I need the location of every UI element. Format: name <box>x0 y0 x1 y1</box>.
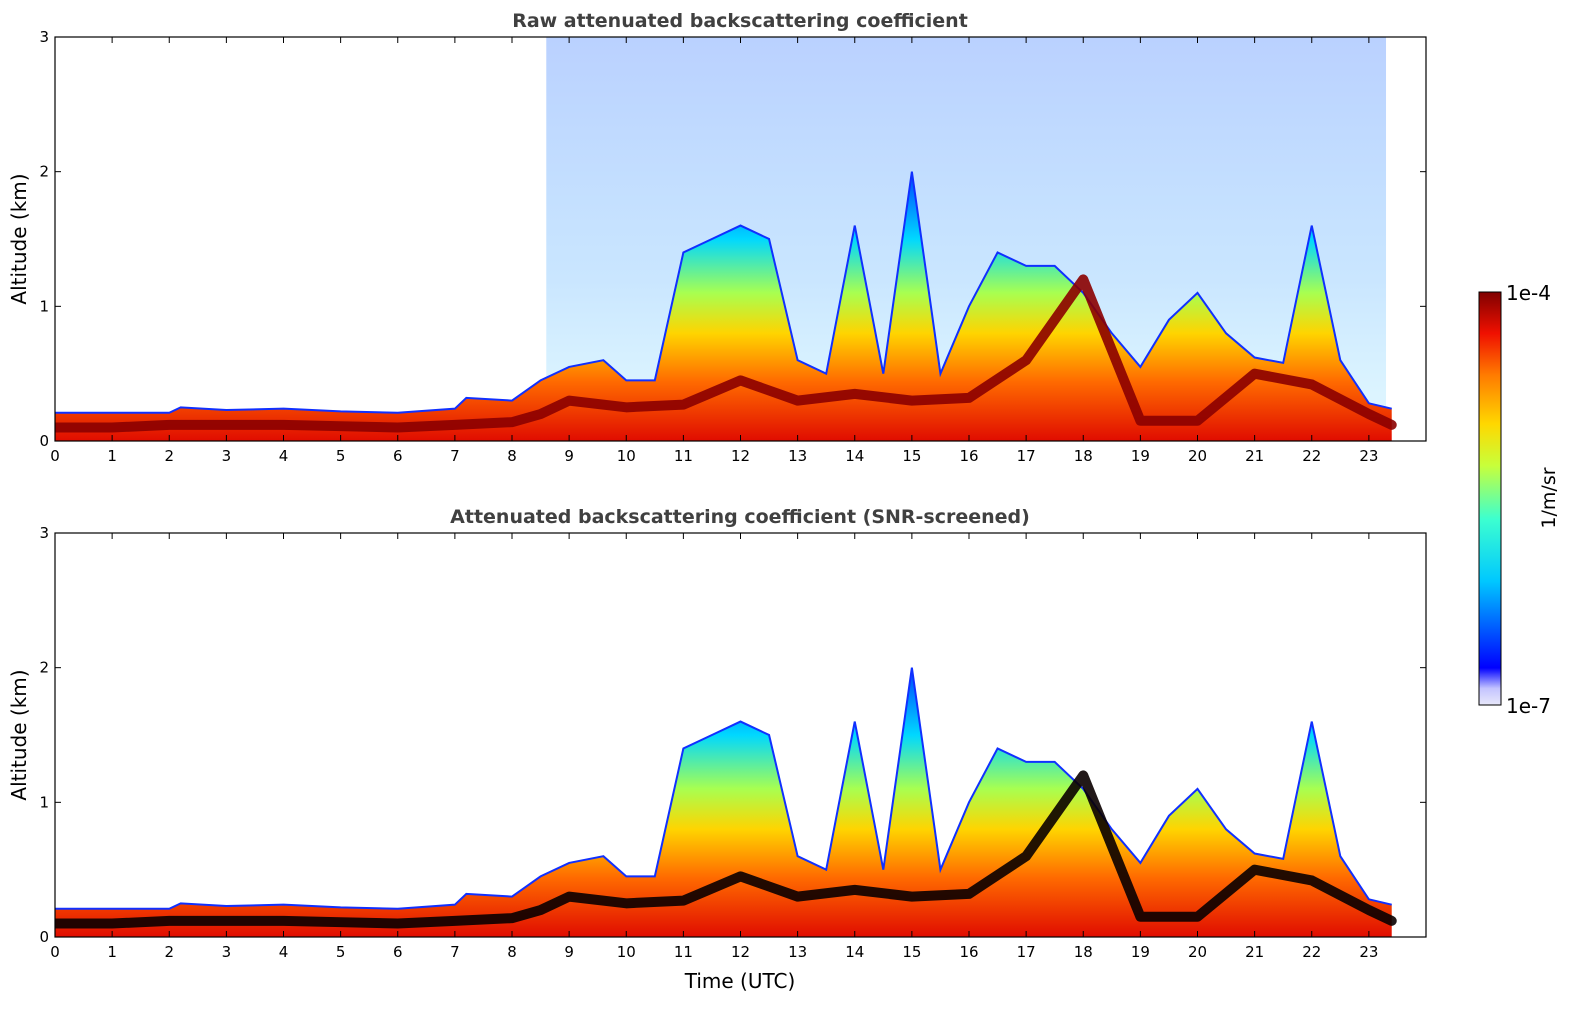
colorbar-min-label: 1e-7 <box>1506 694 1551 718</box>
chart-title: Raw attenuated backscattering coefficien… <box>512 10 968 32</box>
panel-raw: Raw attenuated backscattering coefficien… <box>7 10 1427 465</box>
x-tick-label: 1 <box>107 943 117 961</box>
x-tick-label: 6 <box>393 447 403 465</box>
x-tick-label: 11 <box>674 447 693 465</box>
x-tick-label: 19 <box>1131 943 1150 961</box>
y-tick-label: 0 <box>39 432 49 450</box>
x-tick-label: 7 <box>450 447 460 465</box>
colorbar-max-label: 1e-4 <box>1506 281 1551 305</box>
x-tick-label: 16 <box>959 943 978 961</box>
y-tick-label: 1 <box>39 793 49 811</box>
x-tick-label: 6 <box>393 943 403 961</box>
strong-backscatter-band <box>55 770 1397 929</box>
x-tick-label: 18 <box>1074 943 1093 961</box>
y-tick-label: 2 <box>39 163 49 181</box>
x-tick-label: 21 <box>1245 943 1264 961</box>
y-tick-label: 1 <box>39 297 49 315</box>
layer-top-edge <box>55 667 1392 910</box>
colorbar: 1e-4 1e-7 1/m/sr <box>1478 281 1560 718</box>
x-tick-label: 15 <box>902 943 921 961</box>
x-tick-label: 10 <box>617 943 636 961</box>
x-tick-label: 18 <box>1074 447 1093 465</box>
x-tick-label: 20 <box>1188 447 1207 465</box>
x-tick-label: 4 <box>279 447 289 465</box>
x-tick-label: 5 <box>336 447 346 465</box>
axes: 0 1 2 3 4 5 6 7 8 9 10 11 12 13 14 15 16 17 18 19 20 21 22 2301… <box>39 28 1426 465</box>
x-tick-label: 3 <box>222 447 232 465</box>
x-tick-label: 5 <box>336 943 346 961</box>
heatmap-image <box>55 37 1397 441</box>
x-tick-label: 1 <box>107 447 117 465</box>
layer-top-edge <box>55 171 1392 414</box>
y-tick-label: 0 <box>39 928 49 946</box>
panel-snr-screened: Attenuated backscattering coefficient (S… <box>7 506 1427 993</box>
x-tick-label: 20 <box>1188 943 1207 961</box>
x-tick-label: 10 <box>617 447 636 465</box>
x-tick-label: 23 <box>1359 943 1378 961</box>
x-tick-label: 9 <box>564 943 574 961</box>
x-tick-label: 14 <box>845 447 864 465</box>
x-tick-label: 16 <box>959 447 978 465</box>
x-tick-label: 0 <box>50 447 60 465</box>
x-tick-label: 14 <box>845 943 864 961</box>
x-tick-label: 15 <box>902 447 921 465</box>
axes: 0 1 2 3 4 5 6 7 8 9 10 11 12 13 14 15 16 17 18 19 20 21 22 2301… <box>39 524 1426 961</box>
y-tick-label: 3 <box>39 524 49 542</box>
x-tick-label: 2 <box>164 447 174 465</box>
x-tick-label: 4 <box>279 943 289 961</box>
chart-title: Attenuated backscattering coefficient (S… <box>450 506 1030 528</box>
x-tick-label: 12 <box>731 943 750 961</box>
x-tick-label: 13 <box>788 943 807 961</box>
x-tick-label: 9 <box>564 447 574 465</box>
x-tick-label: 11 <box>674 943 693 961</box>
x-tick-label: 7 <box>450 943 460 961</box>
y-axis-label: Altitude (km) <box>7 669 31 800</box>
x-tick-label: 21 <box>1245 447 1264 465</box>
y-tick-label: 2 <box>39 659 49 677</box>
x-tick-label: 17 <box>1017 943 1036 961</box>
heatmap-image <box>55 667 1397 937</box>
y-axis-label: Altitude (km) <box>7 173 31 304</box>
backscatter-layer <box>55 667 1392 937</box>
x-tick-label: 8 <box>507 447 517 465</box>
strong-backscatter-band <box>55 274 1397 433</box>
x-tick-label: 0 <box>50 943 60 961</box>
backscatter-layer <box>55 171 1392 441</box>
x-tick-label: 17 <box>1017 447 1036 465</box>
x-tick-label: 13 <box>788 447 807 465</box>
x-tick-label: 22 <box>1302 943 1321 961</box>
x-tick-label: 3 <box>222 943 232 961</box>
x-tick-label: 8 <box>507 943 517 961</box>
y-tick-label: 3 <box>39 28 49 46</box>
colorbar-gradient <box>1478 291 1502 706</box>
heatmap-area <box>55 37 1426 441</box>
x-tick-label: 19 <box>1131 447 1150 465</box>
colorbar-label: 1/m/sr <box>1538 467 1560 528</box>
x-tick-label: 12 <box>731 447 750 465</box>
x-tick-label: 22 <box>1302 447 1321 465</box>
x-axis-label: Time (UTC) <box>684 969 796 993</box>
x-tick-label: 23 <box>1359 447 1378 465</box>
heatmap-area <box>55 533 1426 937</box>
x-tick-label: 2 <box>164 943 174 961</box>
